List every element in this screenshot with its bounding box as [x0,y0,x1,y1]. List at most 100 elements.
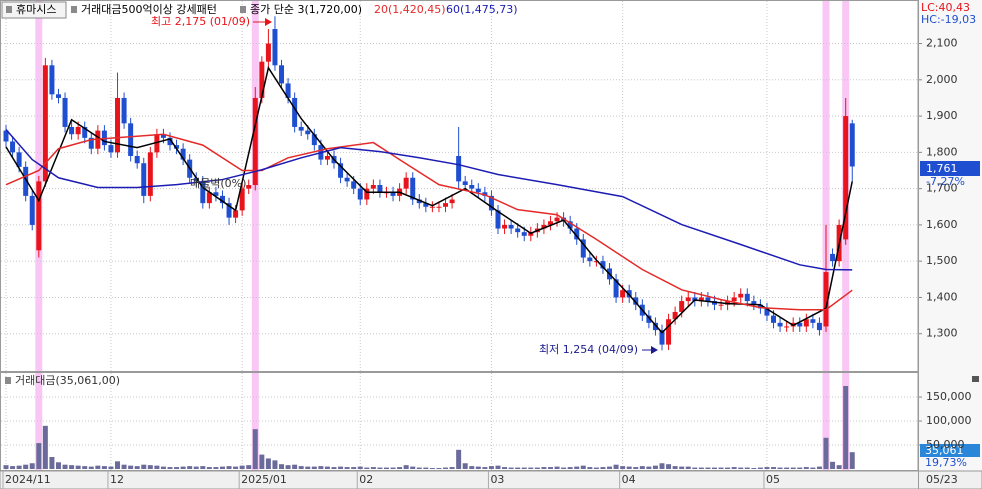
candle-body [495,210,501,229]
volume-bar [502,467,508,469]
candle-body [357,188,363,200]
candle-body [515,228,521,233]
volume-bar [324,466,330,469]
y-tick-label: 2,000 [926,73,958,86]
candle-body [174,145,180,149]
volume-bar [456,449,462,469]
candle-body [751,301,757,305]
volume-bar [843,385,849,469]
candle-body [423,203,429,207]
volume-bar [213,467,219,469]
volume-bar [469,466,475,469]
candle-body [108,145,114,153]
candle-body [633,297,639,305]
candle-body [324,155,330,160]
volume-bar [679,466,685,469]
volume-bar [534,467,540,469]
volume-bar [620,466,626,469]
candle-body [600,261,606,269]
candle-body [462,181,468,185]
volume-bar [482,467,488,469]
volume-bar [200,466,206,469]
plot-layer [1,1,922,470]
icon [240,6,246,13]
volume-bar [731,467,737,469]
volume-bar [69,465,75,469]
candle-body [193,177,199,182]
candle-body [456,155,462,182]
volume-bar [626,466,632,469]
volume-title: 거래대금(35,061,00) [15,374,120,387]
candle-body [121,97,127,124]
volume-bar [36,443,42,469]
candle-body [88,137,94,149]
candle-body [128,123,134,156]
volume-bar [390,467,396,469]
volume-bar [311,466,317,469]
volume-bar [777,467,783,469]
candle-body [410,177,416,200]
candle-body [29,195,35,225]
candle-body [259,61,265,98]
candle-body [698,297,704,302]
candle-body [554,217,560,222]
candle-body [115,97,121,153]
volume-bar [515,467,521,469]
volume-bar [187,466,193,469]
candle-body [226,203,232,218]
volume-bar [23,464,29,469]
candle-body [784,326,790,328]
candle-body [547,221,553,225]
volume-bar [423,467,429,469]
candle-body [377,185,383,193]
symbol-box[interactable] [1,1,67,19]
candle-body [62,97,68,127]
volume-bar [167,467,173,469]
volume-bar [790,467,796,469]
legend-entry: 60(1,475,73) [446,3,518,16]
x-tick-label: 12 [110,473,124,486]
volume-bar [803,467,809,469]
legend-entry: 종가 단순 3(1,720,00) [250,3,362,16]
volume-bar [462,463,468,469]
candle-body [744,293,750,302]
candle-body [272,29,278,66]
y-tick-label: 50,000 [926,438,965,451]
x-tick-label: 02 [359,473,373,486]
volume-bar [810,467,816,469]
volume-bar [305,466,311,469]
volume-bar [10,466,16,469]
panel-button[interactable] [972,376,979,382]
volume-bar [49,457,55,469]
volume-bar [718,467,724,469]
candle-body [652,322,658,331]
candle-body [265,43,271,62]
volume-bar [233,466,239,469]
candle-body [429,206,435,208]
volume-bar [180,466,186,469]
candle-body [279,65,285,84]
candle-body [390,192,396,196]
volume-bar [246,465,252,469]
candle-body [252,97,258,185]
candle-body [49,65,55,95]
moving-average [5,129,853,271]
candle-body [42,65,48,182]
volume-bar [292,464,298,469]
annotation-arrowhead [265,18,272,26]
candle-body [239,188,245,211]
candle-body [810,319,816,323]
volume-bar [351,467,357,469]
volume-bar [259,454,265,469]
candle-body [777,322,783,327]
volume-bar [416,467,422,469]
volume-bar [128,465,134,469]
volume-bar [521,467,527,469]
volume-bar [652,465,658,469]
candle-body [803,319,809,327]
candle-body [541,224,547,229]
volume-bar [403,465,409,469]
volume-bar [75,465,81,469]
volume-bar [698,467,704,469]
volume-bar [567,467,573,469]
